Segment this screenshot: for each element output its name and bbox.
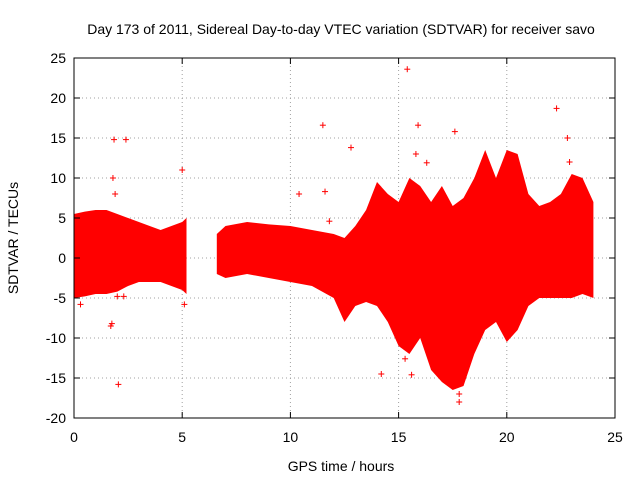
data-point <box>326 218 333 225</box>
y-tick-label: 0 <box>58 250 66 266</box>
data-point <box>566 159 573 165</box>
axis-layer: 0 5 10 15 20 25 -20 -15 -10 -5 0 5 10 15 20 25 <box>46 50 623 445</box>
data-band <box>74 210 187 298</box>
data-point <box>111 136 118 143</box>
y-tick-label: 20 <box>50 90 66 106</box>
x-axis-title: GPS time / hours <box>288 458 395 474</box>
x-tick-label: 10 <box>283 429 299 445</box>
x-tick-label: 15 <box>391 429 407 445</box>
data-point <box>122 136 129 143</box>
data-point <box>423 159 430 166</box>
x-tick-label: 20 <box>499 429 515 445</box>
data-point <box>296 191 303 197</box>
data-point <box>404 66 411 73</box>
data-point <box>109 175 116 181</box>
data-point <box>415 122 422 129</box>
y-tick-label: -15 <box>46 370 66 386</box>
y-tick-label: 15 <box>50 130 66 146</box>
data-point <box>408 371 415 378</box>
y-axis-title: SDTVAR / TECUs <box>5 182 21 294</box>
data-band <box>216 150 594 390</box>
y-tick-label: -10 <box>46 330 66 346</box>
data-point <box>347 144 354 151</box>
data-point <box>108 320 115 327</box>
y-tick-label: -20 <box>46 410 66 426</box>
x-tick-label: 5 <box>178 429 186 445</box>
data-point <box>112 191 119 197</box>
data-point <box>451 128 458 135</box>
data-point <box>456 391 463 397</box>
data-point <box>378 371 385 377</box>
y-tick-label: -5 <box>54 290 67 306</box>
x-tick-label: 25 <box>607 429 623 445</box>
data-point <box>322 188 329 195</box>
data-point <box>553 105 560 112</box>
data-layer <box>74 66 594 405</box>
data-point <box>77 301 84 308</box>
x-tick-label: 0 <box>70 429 78 445</box>
y-tick-label: 10 <box>50 170 66 186</box>
data-point <box>564 135 571 141</box>
y-tick-label: 25 <box>50 50 66 66</box>
chart-title: Day 173 of 2011, Sidereal Day-to-day VTE… <box>87 21 595 37</box>
plot-frame <box>73 57 616 419</box>
data-point <box>412 151 419 157</box>
data-point <box>179 167 186 173</box>
data-point <box>456 399 463 405</box>
data-point <box>402 355 409 362</box>
data-point <box>319 122 326 129</box>
data-point <box>115 381 122 388</box>
y-tick-label: 5 <box>58 210 66 226</box>
data-point <box>120 293 127 300</box>
data-point <box>114 293 121 300</box>
data-point <box>181 301 188 308</box>
